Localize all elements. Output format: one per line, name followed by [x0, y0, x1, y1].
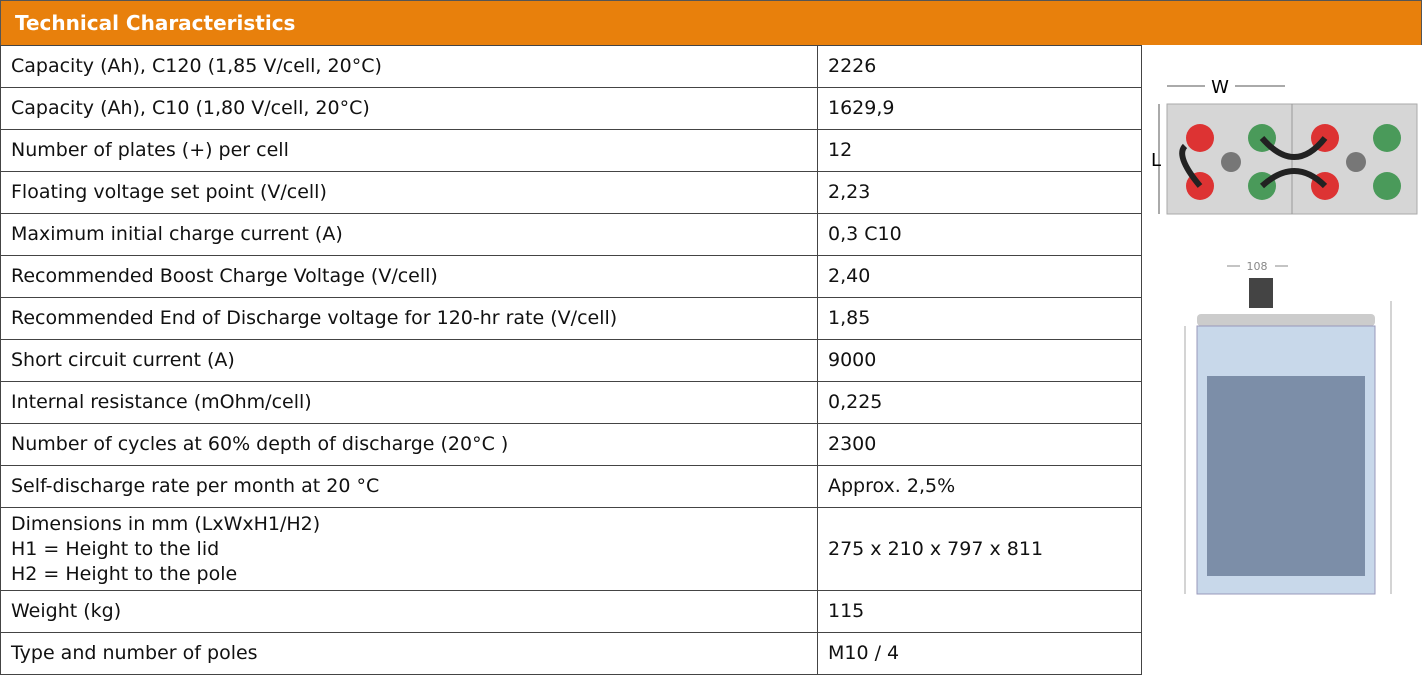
table-row: Number of cycles at 60% depth of dischar…	[1, 424, 1142, 466]
value-cell: 0,225	[818, 382, 1142, 424]
property-cell: Capacity (Ah), C120 (1,85 V/cell, 20°C)	[1, 46, 818, 88]
table-row: Internal resistance (mOhm/cell)0,225	[1, 382, 1142, 424]
value-cell: 275 x 210 x 797 x 811	[818, 508, 1142, 591]
property-cell: Number of cycles at 60% depth of dischar…	[1, 424, 818, 466]
property-cell: Internal resistance (mOhm/cell)	[1, 382, 818, 424]
value-cell: 2226	[818, 46, 1142, 88]
table-row: Dimensions in mm (LxWxH1/H2) H1 = Height…	[1, 508, 1142, 591]
pole-label: 108	[1247, 260, 1268, 273]
property-cell: Recommended End of Discharge voltage for…	[1, 298, 818, 340]
value-cell: Approx. 2,5%	[818, 466, 1142, 508]
table-row: Short circuit current (A)9000	[1, 340, 1142, 382]
value-cell: 2,40	[818, 256, 1142, 298]
property-cell: Weight (kg)	[1, 591, 818, 633]
table-row: Recommended Boost Charge Voltage (V/cell…	[1, 256, 1142, 298]
spec-table: Capacity (Ah), C120 (1,85 V/cell, 20°C)2…	[0, 45, 1142, 675]
property-cell: Self-discharge rate per month at 20 °C	[1, 466, 818, 508]
table-row: Recommended End of Discharge voltage for…	[1, 298, 1142, 340]
value-cell: 115	[818, 591, 1142, 633]
table-row: Capacity (Ah), C10 (1,80 V/cell, 20°C)16…	[1, 88, 1142, 130]
property-cell: Floating voltage set point (V/cell)	[1, 172, 818, 214]
top-view: W L	[1151, 77, 1417, 214]
value-cell: 1629,9	[818, 88, 1142, 130]
table-row: Maximum initial charge current (A)0,3 C1…	[1, 214, 1142, 256]
property-cell: Maximum initial charge current (A)	[1, 214, 818, 256]
battery-drawings: W L 108	[1145, 46, 1424, 639]
value-cell: 2,23	[818, 172, 1142, 214]
side-view: 108	[1185, 260, 1391, 594]
property-cell: Number of plates (+) per cell	[1, 130, 818, 172]
property-cell: Recommended Boost Charge Voltage (V/cell…	[1, 256, 818, 298]
table-row: Floating voltage set point (V/cell)2,23	[1, 172, 1142, 214]
value-cell: 12	[818, 130, 1142, 172]
property-cell: Dimensions in mm (LxWxH1/H2) H1 = Height…	[1, 508, 818, 591]
page: Technical Characteristics Capacity (Ah),…	[0, 0, 1424, 639]
length-label: L	[1151, 150, 1161, 171]
property-cell: Capacity (Ah), C10 (1,80 V/cell, 20°C)	[1, 88, 818, 130]
table-header: Technical Characteristics	[0, 0, 1422, 45]
value-cell: 2300	[818, 424, 1142, 466]
property-cell: Short circuit current (A)	[1, 340, 818, 382]
value-cell: 1,85	[818, 298, 1142, 340]
value-cell: 9000	[818, 340, 1142, 382]
table-row: Capacity (Ah), C120 (1,85 V/cell, 20°C)2…	[1, 46, 1142, 88]
value-cell: 0,3 C10	[818, 214, 1142, 256]
width-label: W	[1211, 77, 1229, 98]
table-row: Weight (kg)115	[1, 591, 1142, 633]
